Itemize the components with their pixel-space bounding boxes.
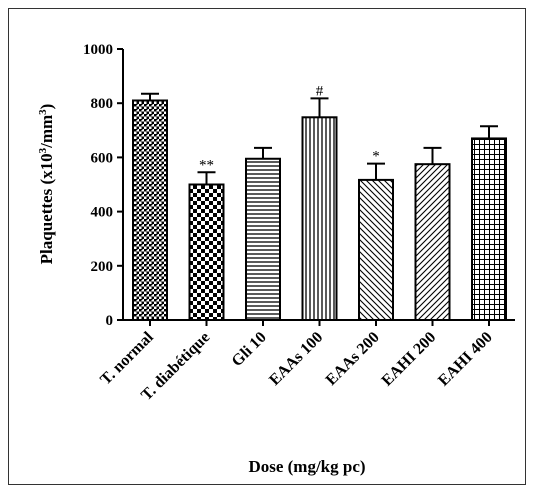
significance-mark: **: [199, 157, 214, 173]
y-tick-label: 600: [91, 150, 114, 166]
significance-mark: #: [316, 83, 324, 99]
y-tick-label: 400: [91, 205, 114, 221]
x-tick-label: EAHI 400: [435, 329, 496, 390]
y-tick-label: 800: [91, 96, 114, 112]
bar-1: [132, 99, 168, 321]
bar-3: [245, 157, 281, 321]
x-tick-label: EAAs 100: [266, 329, 326, 389]
x-tick-label: Gli 10: [229, 329, 270, 370]
y-axis-title: Plaquettes (x103/mm3): [37, 104, 56, 265]
y-ticks: 0 200 400 600 800 1000: [83, 42, 123, 329]
x-tick-label: T. normal: [97, 328, 157, 388]
bars: ** # *: [132, 83, 507, 321]
x-tick-label: EAHI 200: [379, 329, 440, 390]
bar-6: [414, 163, 451, 321]
x-tick-label: EAAs 200: [323, 329, 383, 389]
y-tick-label: 200: [91, 259, 114, 275]
bar-4: [301, 116, 338, 321]
x-axis-title: Dose (mg/kg pc): [248, 457, 365, 476]
y-tick-label: 1000: [83, 42, 113, 58]
bar-7: [471, 137, 507, 321]
y-tick-label: 0: [106, 313, 114, 329]
bar-5: [358, 178, 394, 321]
bar-2: [188, 183, 225, 321]
significance-mark: *: [372, 149, 380, 165]
chart-frame: 0 200 400 600 800 1000 ** # * T. normal T. diabé…: [8, 8, 526, 485]
